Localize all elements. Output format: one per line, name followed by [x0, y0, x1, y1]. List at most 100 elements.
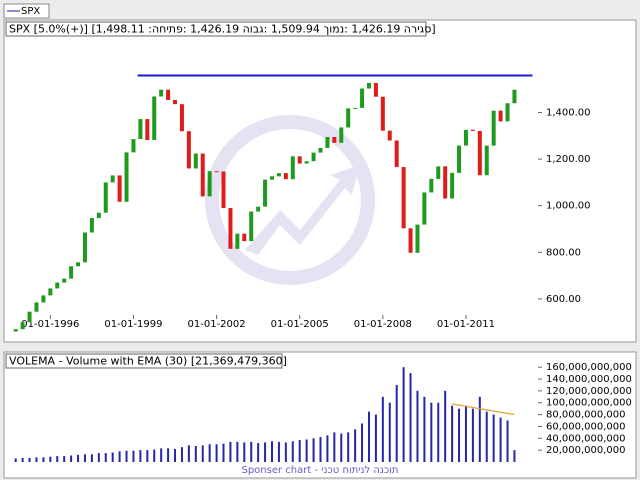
- volume-bar: [277, 441, 280, 462]
- legend-box: [3, 3, 50, 19]
- candle: [82, 232, 87, 263]
- watermark: [205, 115, 375, 285]
- footer: Sponser chart - תוכנה לניתוח טכני: [241, 465, 398, 476]
- volume-bar: [354, 429, 357, 462]
- candle: [103, 182, 108, 213]
- candle: [450, 172, 455, 199]
- volume-bar: [257, 443, 260, 462]
- legend-label: SPX: [21, 6, 40, 17]
- volume-bar: [464, 405, 467, 462]
- candle: [41, 295, 46, 303]
- volume-bar: [104, 453, 107, 462]
- candle: [20, 322, 25, 330]
- volume-bar: [56, 456, 59, 462]
- volume-bar: [478, 396, 481, 462]
- volume-bar: [471, 408, 474, 462]
- candle: [463, 129, 468, 146]
- volume-bar: [485, 411, 488, 462]
- candle: [297, 156, 302, 164]
- x-tick-label: 01-01-1996: [21, 319, 79, 330]
- x-tick-label: 01-01-2008: [354, 319, 412, 330]
- candle: [152, 96, 157, 141]
- candle: [179, 104, 184, 132]
- volume-bar: [42, 457, 45, 462]
- y-tick-label: 160,000,000,000: [546, 362, 632, 373]
- volume-bar: [513, 450, 516, 462]
- y-tick-label: 1,400.00: [546, 108, 591, 119]
- candle: [339, 127, 344, 143]
- candle: [353, 107, 358, 109]
- y-tick-label: 140,000,000,000: [546, 374, 632, 385]
- volume-bar: [402, 367, 405, 462]
- volume-bar: [458, 408, 461, 462]
- candle: [401, 167, 406, 229]
- candle: [55, 282, 60, 289]
- candle: [360, 88, 365, 108]
- candle: [27, 311, 32, 323]
- candle: [484, 145, 489, 176]
- candle: [290, 156, 295, 180]
- price-header: SPX [5.0%(+)] [1,498.11 :סגירה 1,426.19 …: [9, 23, 436, 36]
- candle: [436, 166, 441, 179]
- y-tick-label: 100,000,000,000: [546, 398, 632, 409]
- candle: [498, 110, 503, 122]
- candle: [34, 302, 39, 312]
- volume-bar: [367, 411, 370, 462]
- candle: [373, 82, 378, 97]
- candle: [505, 103, 510, 122]
- candle: [138, 119, 143, 140]
- candle: [332, 137, 337, 143]
- volume-bar: [180, 447, 183, 462]
- candle: [394, 140, 399, 168]
- candle: [270, 176, 274, 180]
- candle: [221, 171, 226, 209]
- volume-bar: [139, 450, 142, 462]
- volume-bar: [83, 454, 86, 462]
- candle: [276, 173, 281, 177]
- volume-bar: [28, 457, 31, 462]
- candle: [263, 179, 268, 207]
- volume-bar: [70, 455, 73, 462]
- volume-bar: [49, 456, 52, 462]
- volume-bar: [194, 446, 197, 462]
- volume-bar: [174, 448, 177, 462]
- y-tick-label: 60,000,000,000: [546, 421, 626, 432]
- candle: [145, 119, 150, 141]
- volume-bar: [208, 444, 211, 462]
- volume-bar: [284, 442, 287, 462]
- candle: [387, 130, 392, 141]
- price-panel: [3, 19, 637, 343]
- volume-bar: [222, 443, 225, 462]
- candle: [325, 137, 330, 148]
- candle: [304, 161, 309, 164]
- x-tick-label: 01-01-2011: [437, 319, 495, 330]
- candle: [193, 153, 198, 169]
- volume-bar: [229, 441, 232, 462]
- candle: [491, 110, 496, 146]
- volume-bar: [361, 423, 364, 462]
- watermark-ring: [205, 115, 375, 285]
- candle: [477, 130, 482, 176]
- volume-bar: [201, 445, 204, 462]
- volume-bar: [423, 396, 426, 462]
- x-tick-label: 01-01-1999: [104, 319, 162, 330]
- volume-bar: [374, 414, 377, 462]
- volume-bar: [430, 402, 433, 462]
- volume-bar: [167, 448, 170, 462]
- volume-bar: [451, 405, 454, 462]
- volume-bar: [264, 442, 267, 462]
- volume-header-box: [5, 353, 283, 369]
- volume-bar: [291, 441, 294, 462]
- volume-bar: [340, 433, 343, 462]
- y-tick-label: 1,200.00: [546, 154, 591, 165]
- candle: [408, 228, 413, 253]
- candle: [13, 329, 18, 332]
- volume-bar: [444, 390, 447, 462]
- volume-bar: [243, 442, 246, 462]
- candle: [443, 166, 448, 199]
- volume-bar: [236, 441, 239, 462]
- candle: [366, 82, 371, 89]
- volume-bar: [506, 420, 509, 462]
- candle: [69, 266, 74, 279]
- watermark-arrow: [245, 165, 360, 255]
